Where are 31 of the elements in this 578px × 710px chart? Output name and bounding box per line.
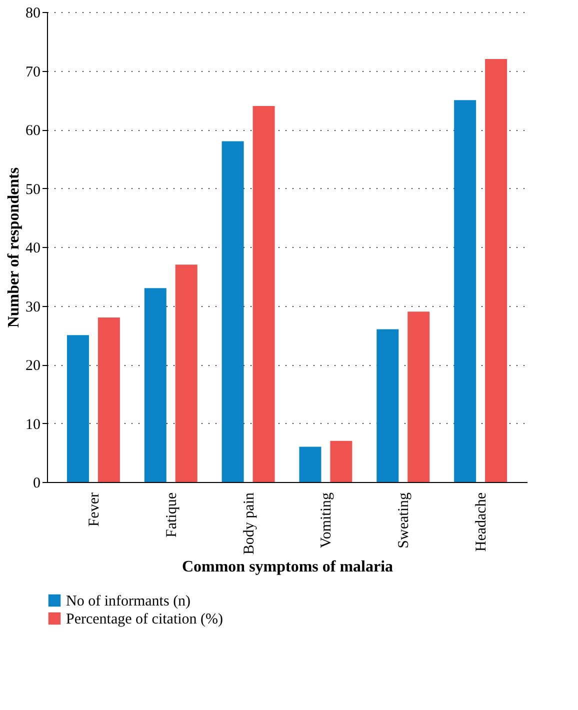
x-tick-label: Fever (86, 492, 102, 527)
x-axis-title: Common symptoms of malaria (182, 558, 394, 576)
bar (66, 335, 89, 482)
x-tick-label: Fatique (164, 492, 180, 538)
y-tick-label: 0 (33, 476, 40, 492)
legend-label: Percentage of citation (%) (66, 612, 224, 628)
x-tick-label: Headache (474, 492, 490, 552)
y-tick-label: 40 (26, 240, 40, 256)
bar (222, 141, 244, 482)
bar (98, 318, 120, 482)
y-axis-title: Number of respondents (6, 167, 22, 328)
bar (454, 100, 476, 482)
bar (252, 106, 275, 482)
bar (485, 59, 508, 482)
y-tick-label: 70 (26, 64, 40, 80)
bar (376, 329, 399, 482)
y-tick-label: 10 (26, 416, 40, 433)
bar (144, 288, 166, 482)
y-tick-label: 50 (26, 182, 40, 198)
legend-label: No of informants (n) (66, 594, 191, 610)
y-tick-label: 80 (26, 6, 40, 22)
bar (330, 440, 352, 482)
bar (299, 446, 322, 482)
y-tick-label: 60 (26, 123, 40, 139)
x-tick-label: Vomiting (318, 492, 335, 548)
bar (408, 312, 430, 482)
x-tick-label: Body pain (241, 492, 258, 555)
y-tick-label: 20 (26, 358, 40, 374)
y-tick-label: 30 (26, 299, 40, 316)
bar (175, 264, 198, 482)
x-tick-label: Sweating (396, 492, 412, 548)
